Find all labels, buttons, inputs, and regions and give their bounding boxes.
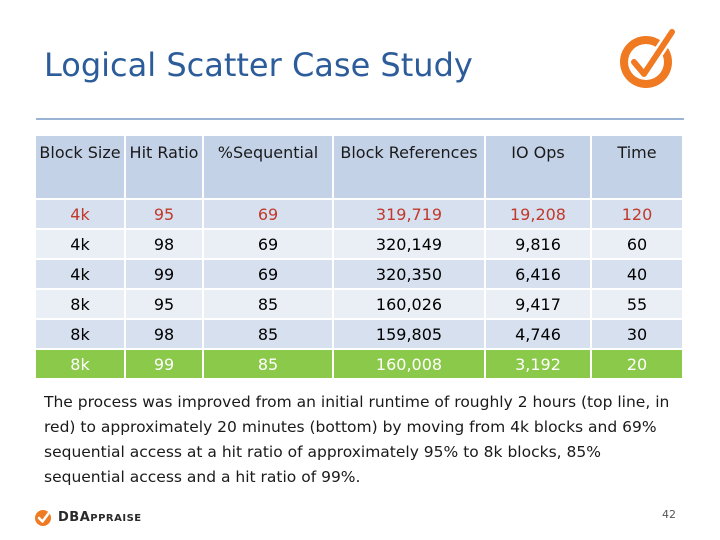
column-header-block-references: Block References: [334, 136, 486, 200]
cell-block-references: 320,149: [334, 230, 486, 260]
table-row: 8k 95 85 160,026 9,417 55: [36, 290, 684, 320]
cell-hit-ratio: 95: [126, 200, 204, 230]
cell-block-references: 160,008: [334, 350, 486, 380]
cell-time: 55: [592, 290, 684, 320]
cell-block-size: 8k: [36, 320, 126, 350]
title-divider: [36, 118, 684, 120]
cell-block-size: 4k: [36, 230, 126, 260]
cell-sequential: 69: [204, 200, 334, 230]
cell-block-size: 8k: [36, 350, 126, 380]
cell-hit-ratio: 95: [126, 290, 204, 320]
table-row: 8k 98 85 159,805 4,746 30: [36, 320, 684, 350]
table-row: 4k 95 69 319,719 19,208 120: [36, 200, 684, 230]
cell-time: 60: [592, 230, 684, 260]
brand-name: DBAPPRAISE: [58, 510, 142, 525]
brand-name-suffix: PPRAISE: [90, 512, 142, 524]
cell-sequential: 69: [204, 230, 334, 260]
cell-sequential: 69: [204, 260, 334, 290]
column-header-sequential: %Sequential: [204, 136, 334, 200]
scatter-results-table: Block Size Hit Ratio %Sequential Block R…: [36, 136, 684, 380]
cell-io-ops: 6,416: [486, 260, 592, 290]
table-row: 4k 99 69 320,350 6,416 40: [36, 260, 684, 290]
cell-sequential: 85: [204, 290, 334, 320]
brand-check-icon: [35, 508, 53, 526]
cell-sequential: 85: [204, 350, 334, 380]
slide-title: Logical Scatter Case Study: [44, 46, 473, 84]
table-header-row: Block Size Hit Ratio %Sequential Block R…: [36, 136, 684, 200]
cell-block-size: 8k: [36, 290, 126, 320]
cell-block-references: 319,719: [334, 200, 486, 230]
cell-io-ops: 9,417: [486, 290, 592, 320]
cell-hit-ratio: 98: [126, 230, 204, 260]
cell-io-ops: 19,208: [486, 200, 592, 230]
table-row-highlighted: 8k 99 85 160,008 3,192 20: [36, 350, 684, 380]
cell-block-references: 320,350: [334, 260, 486, 290]
column-header-time: Time: [592, 136, 684, 200]
cell-hit-ratio: 99: [126, 260, 204, 290]
cell-time: 30: [592, 320, 684, 350]
cell-block-references: 160,026: [334, 290, 486, 320]
cell-hit-ratio: 99: [126, 350, 204, 380]
cell-block-size: 4k: [36, 260, 126, 290]
column-header-hit-ratio: Hit Ratio: [126, 136, 204, 200]
cell-io-ops: 9,816: [486, 230, 592, 260]
cell-time: 20: [592, 350, 684, 380]
cell-sequential: 85: [204, 320, 334, 350]
checkmark-logo-icon: [620, 26, 678, 88]
cell-block-size: 4k: [36, 200, 126, 230]
description-text: The process was improved from an initial…: [44, 393, 670, 486]
cell-hit-ratio: 98: [126, 320, 204, 350]
brand-name-prefix: DBA: [58, 509, 91, 525]
footer-brand-logo: DBAPPRAISE: [34, 506, 142, 528]
cell-block-references: 159,805: [334, 320, 486, 350]
cell-time: 40: [592, 260, 684, 290]
page-number: 42: [662, 508, 676, 521]
cell-io-ops: 3,192: [486, 350, 592, 380]
cell-io-ops: 4,746: [486, 320, 592, 350]
cell-time: 120: [592, 200, 684, 230]
column-header-io-ops: IO Ops: [486, 136, 592, 200]
column-header-block-size: Block Size: [36, 136, 126, 200]
table-row: 4k 98 69 320,149 9,816 60: [36, 230, 684, 260]
